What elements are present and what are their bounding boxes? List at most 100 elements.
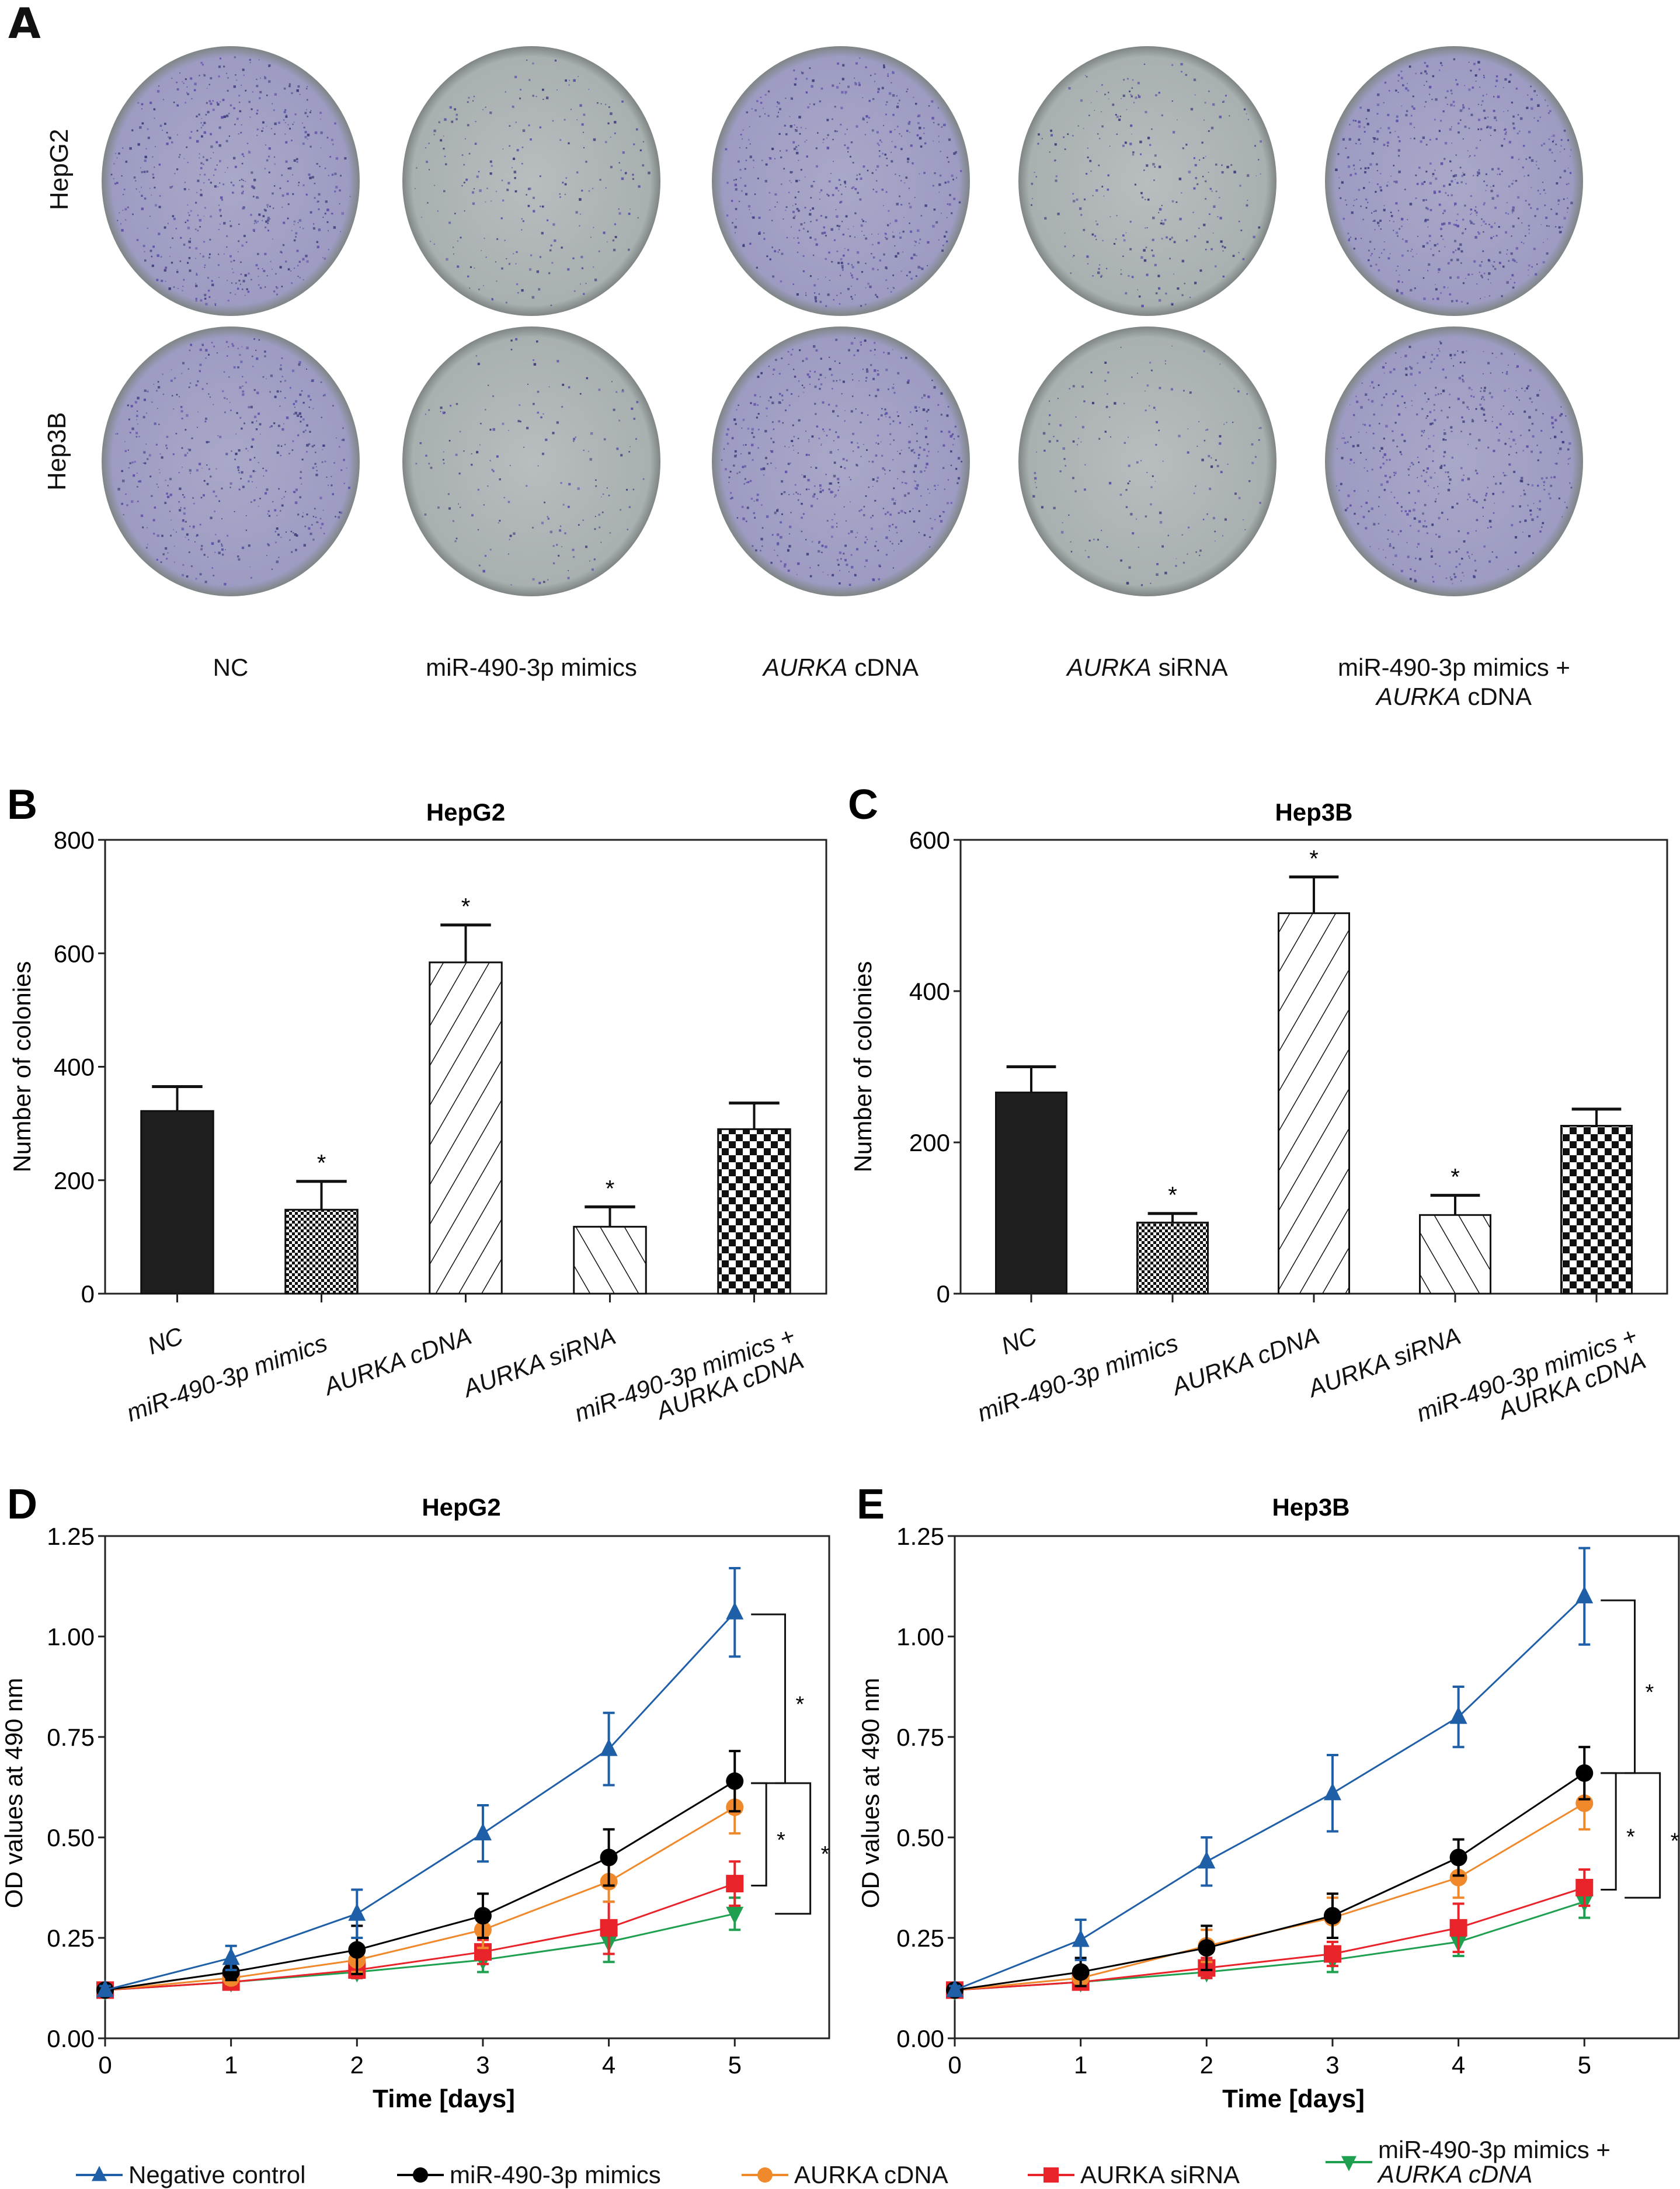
data-point [1449,1919,1467,1937]
bar-2 [1136,1221,1209,1295]
colony-plate-hepg2-4 [1018,46,1276,316]
data-point [348,1941,366,1959]
chart-title: Hep3B [1275,798,1352,826]
colony-plate-hepg2-5 [1325,46,1583,316]
y-tick-label: 0.75 [896,1724,944,1751]
significance-bracket: * [751,1782,785,1887]
significance-marker: * [1646,1680,1654,1705]
legend-label: miR-490-3p mimics + AURKA cDNA [1378,2136,1611,2188]
data-point [1575,1586,1594,1604]
colony-plate-hep3b-4 [1018,326,1276,596]
data-point [96,1979,114,1997]
y-tick-label: 200 [54,1167,95,1194]
column-label-5: miR-490-3p mimics + AURKA cDNA [1338,654,1570,711]
y-tick-label: 1.00 [896,1623,944,1651]
series-line [105,1780,736,1991]
x-tick-label: 4 [602,2051,615,2079]
colony-plate-hep3b-5 [1325,326,1583,596]
circle-marker-icon [397,2167,444,2183]
y-tick-label: 0.00 [896,2025,944,2052]
legend-label: miR-490-3p mimics [450,2161,661,2188]
legend-label: Negative control [128,2161,306,2188]
data-point [474,1907,492,1925]
plot-frame [104,1535,830,2039]
colony-plate-hep3b-1 [102,326,360,596]
data-point [1323,1907,1341,1925]
colony-plate-hepg2-2 [402,46,660,316]
data-point [726,1772,744,1790]
y-axis-label: Number of colonies [8,961,36,1173]
legend-item-5: miR-490-3p mimics + AURKA cDNA [1326,2138,1611,2187]
series-negative-control [946,1547,1594,1997]
series-line [105,1806,736,1991]
bar-1 [995,1092,1067,1295]
x-tick-label: 0 [948,2051,961,2079]
data-point [1072,1929,1090,1947]
y-axis-label: OD values at 490 nm [857,1678,884,1909]
y-tick-label: 0.00 [47,2025,95,2052]
panel-letter-B: B [7,781,37,828]
y-tick-label: 1.25 [896,1523,944,1550]
significance-marker: * [1671,1829,1679,1854]
y-tick-label: 1.25 [47,1523,95,1550]
chart-title: Hep3B [1272,1493,1349,1521]
series-line [954,1772,1585,1991]
x-tick-label: 5 [728,2051,742,2079]
bar-4 [1419,1214,1491,1295]
column-label-3: AURKA cDNA [763,654,919,681]
x-tick-label: 2 [350,2051,364,2079]
y-tick-label: 1.00 [47,1623,95,1651]
bar-3 [429,961,503,1295]
data-point [726,1906,744,1924]
significance-marker: * [317,1151,326,1176]
y-tick-label: 800 [54,826,95,854]
data-point [1323,1945,1341,1963]
x-tick-label: 4 [1452,2051,1465,2079]
chart-title: HepG2 [426,798,505,826]
triangle-down-marker-icon [1326,2156,1372,2171]
y-tick-label: 0.50 [896,1824,944,1851]
bar-2 [284,1208,359,1295]
y-tick-label: 200 [909,1129,950,1156]
series-mir-490-3p-mimics-aurka-cdna [946,1884,1594,2001]
x-tick-label: 0 [98,2051,112,2079]
series-line [105,1913,735,1991]
data-point [474,1823,492,1841]
panel-letter-D: D [7,1481,37,1528]
bar-3 [1278,912,1350,1295]
y-tick-label: 0.25 [896,1924,944,1952]
data-point [348,1903,366,1921]
bar-chart-C: C Hep3B 0 200 400 600 Number of colonies * * * [848,781,1668,1302]
significance-marker: * [1451,1165,1460,1190]
panel-letter-C: C [848,781,878,828]
significance-marker: * [796,1693,805,1717]
row-label-hep3b: Hep3B [43,412,71,491]
data-point [600,1738,618,1756]
data-point [726,1875,744,1893]
data-point [1449,1706,1467,1724]
plot-frame [954,1535,1680,2039]
series-line [954,1886,1585,1991]
data-point [222,1947,240,1965]
data-point [600,1849,618,1867]
data-point [1575,1879,1594,1896]
series-line [954,1802,1585,1991]
panel-letter-E: E [857,1481,885,1528]
line-chart-E: E Hep3B 0.00 0.25 0.50 0.75 1.00 1.25 0 1 2 3 4 5 Time… [857,1481,1680,2113]
column-label-4: AURKA siRNA [1067,654,1228,681]
triangle-up-marker-icon [76,2166,123,2181]
y-tick-label: 600 [54,940,95,967]
data-point [1575,1764,1594,1782]
square-marker-icon [1028,2167,1074,2183]
x-axis-label: Time [days] [373,2084,515,2113]
legend-item-4: AURKA siRNA [1028,2161,1240,2189]
bar-1 [140,1110,214,1295]
bar-5 [1560,1125,1633,1295]
data-point [1072,1963,1090,1981]
significance-marker: * [1309,846,1319,871]
data-point [600,1919,618,1937]
x-tick-label: 3 [476,2051,489,2079]
x-tick-label: 1 [224,2051,238,2079]
row-label-hepg2: HepG2 [45,128,74,210]
y-axis-label: Number of colonies [849,961,876,1173]
